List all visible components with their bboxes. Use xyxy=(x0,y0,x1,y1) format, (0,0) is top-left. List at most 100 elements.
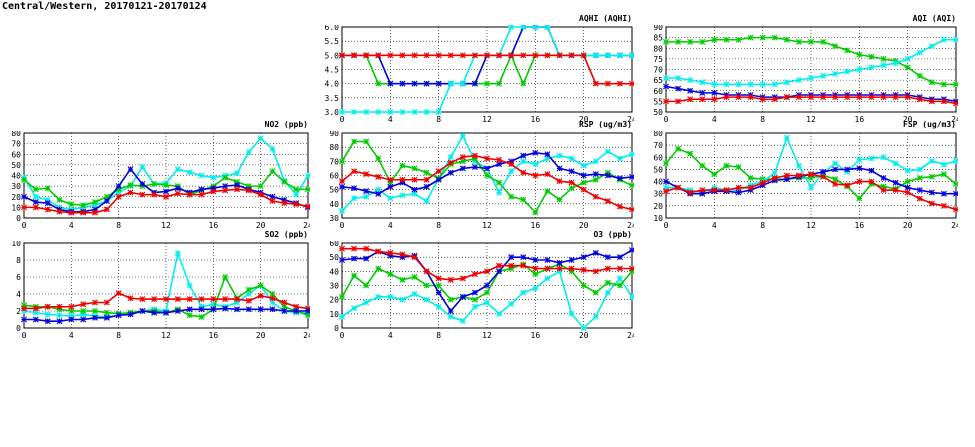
data-point xyxy=(234,170,240,177)
data-point xyxy=(399,80,406,87)
x-tick-label: 12 xyxy=(806,221,816,230)
data-point xyxy=(293,303,300,310)
data-point xyxy=(663,184,669,191)
data-point xyxy=(953,190,959,197)
data-point xyxy=(771,34,778,41)
data-point xyxy=(387,249,394,256)
data-point xyxy=(92,314,98,321)
data-point xyxy=(604,172,611,179)
data-point xyxy=(375,293,382,300)
data-point xyxy=(556,178,563,185)
data-point xyxy=(80,209,87,216)
y-tick-label: 30 xyxy=(11,182,21,191)
data-point xyxy=(363,255,370,262)
data-point xyxy=(904,178,911,185)
data-point xyxy=(399,176,406,183)
data-point xyxy=(423,282,430,289)
data-point xyxy=(616,80,623,87)
data-point xyxy=(471,52,478,59)
data-point xyxy=(68,316,75,323)
data-point xyxy=(953,157,959,164)
data-point xyxy=(115,189,122,196)
data-point xyxy=(592,52,599,59)
data-point xyxy=(856,195,863,202)
data-point xyxy=(580,266,587,273)
data-point xyxy=(928,173,935,180)
data-point xyxy=(699,187,706,194)
y-tick-label: 10 xyxy=(11,203,21,212)
page-title: Central/Western, 20170121-20170124 xyxy=(2,1,207,12)
data-point xyxy=(281,200,288,207)
data-point xyxy=(269,306,276,313)
y-tick-label: 2 xyxy=(16,307,21,316)
data-point xyxy=(435,176,442,183)
data-point xyxy=(675,98,682,105)
x-tick-label: 24 xyxy=(627,331,634,340)
data-point xyxy=(747,174,754,181)
x-tick-label: 0 xyxy=(22,331,27,340)
data-point xyxy=(916,96,923,103)
data-point xyxy=(222,183,229,190)
data-point xyxy=(544,188,551,195)
data-point xyxy=(339,178,345,185)
data-point xyxy=(629,80,635,87)
data-point xyxy=(484,80,490,87)
data-point xyxy=(375,186,382,193)
data-point xyxy=(281,178,288,185)
data-point xyxy=(629,268,635,275)
data-point xyxy=(186,282,193,289)
series-green xyxy=(339,261,635,303)
data-point xyxy=(747,184,754,191)
data-point xyxy=(604,169,611,176)
data-point xyxy=(868,94,875,101)
x-tick-label: 4 xyxy=(69,221,74,230)
data-point xyxy=(783,172,790,179)
data-point xyxy=(186,191,193,198)
data-point xyxy=(387,252,394,259)
y-tick-label: 30 xyxy=(329,214,339,223)
data-point xyxy=(663,160,669,167)
y-tick-label: 4.0 xyxy=(325,80,340,89)
x-tick-label: 4 xyxy=(388,221,393,230)
data-point xyxy=(747,81,754,88)
data-point xyxy=(699,79,706,86)
data-point xyxy=(844,94,851,101)
data-point xyxy=(532,265,539,272)
data-point xyxy=(868,167,875,174)
data-point xyxy=(508,254,515,261)
data-point xyxy=(508,168,515,175)
data-point xyxy=(92,199,98,206)
data-point xyxy=(759,81,766,88)
data-point xyxy=(222,305,229,312)
data-point xyxy=(663,188,669,195)
data-point xyxy=(234,306,240,313)
data-point xyxy=(580,254,587,261)
x-tick-label: 20 xyxy=(903,221,913,230)
data-point xyxy=(127,166,134,173)
data-point xyxy=(856,66,863,73)
data-point xyxy=(484,52,490,59)
x-tick-label: 0 xyxy=(664,115,669,124)
data-point xyxy=(820,72,827,79)
data-point xyxy=(151,309,158,316)
data-point xyxy=(399,276,406,283)
y-tick-label: 30 xyxy=(653,190,663,199)
data-point xyxy=(520,24,527,30)
data-point xyxy=(305,203,311,210)
data-point xyxy=(484,282,490,289)
data-point xyxy=(616,282,623,289)
data-point xyxy=(832,160,839,167)
data-point xyxy=(568,185,575,192)
data-point xyxy=(629,151,635,158)
data-point xyxy=(520,80,527,87)
data-point xyxy=(56,312,63,319)
series-red xyxy=(339,52,635,87)
data-point xyxy=(115,290,122,297)
data-point xyxy=(496,52,503,59)
data-point xyxy=(699,162,706,169)
data-point xyxy=(56,196,63,203)
data-point xyxy=(363,245,370,252)
data-point xyxy=(508,300,515,307)
data-point xyxy=(616,265,623,272)
